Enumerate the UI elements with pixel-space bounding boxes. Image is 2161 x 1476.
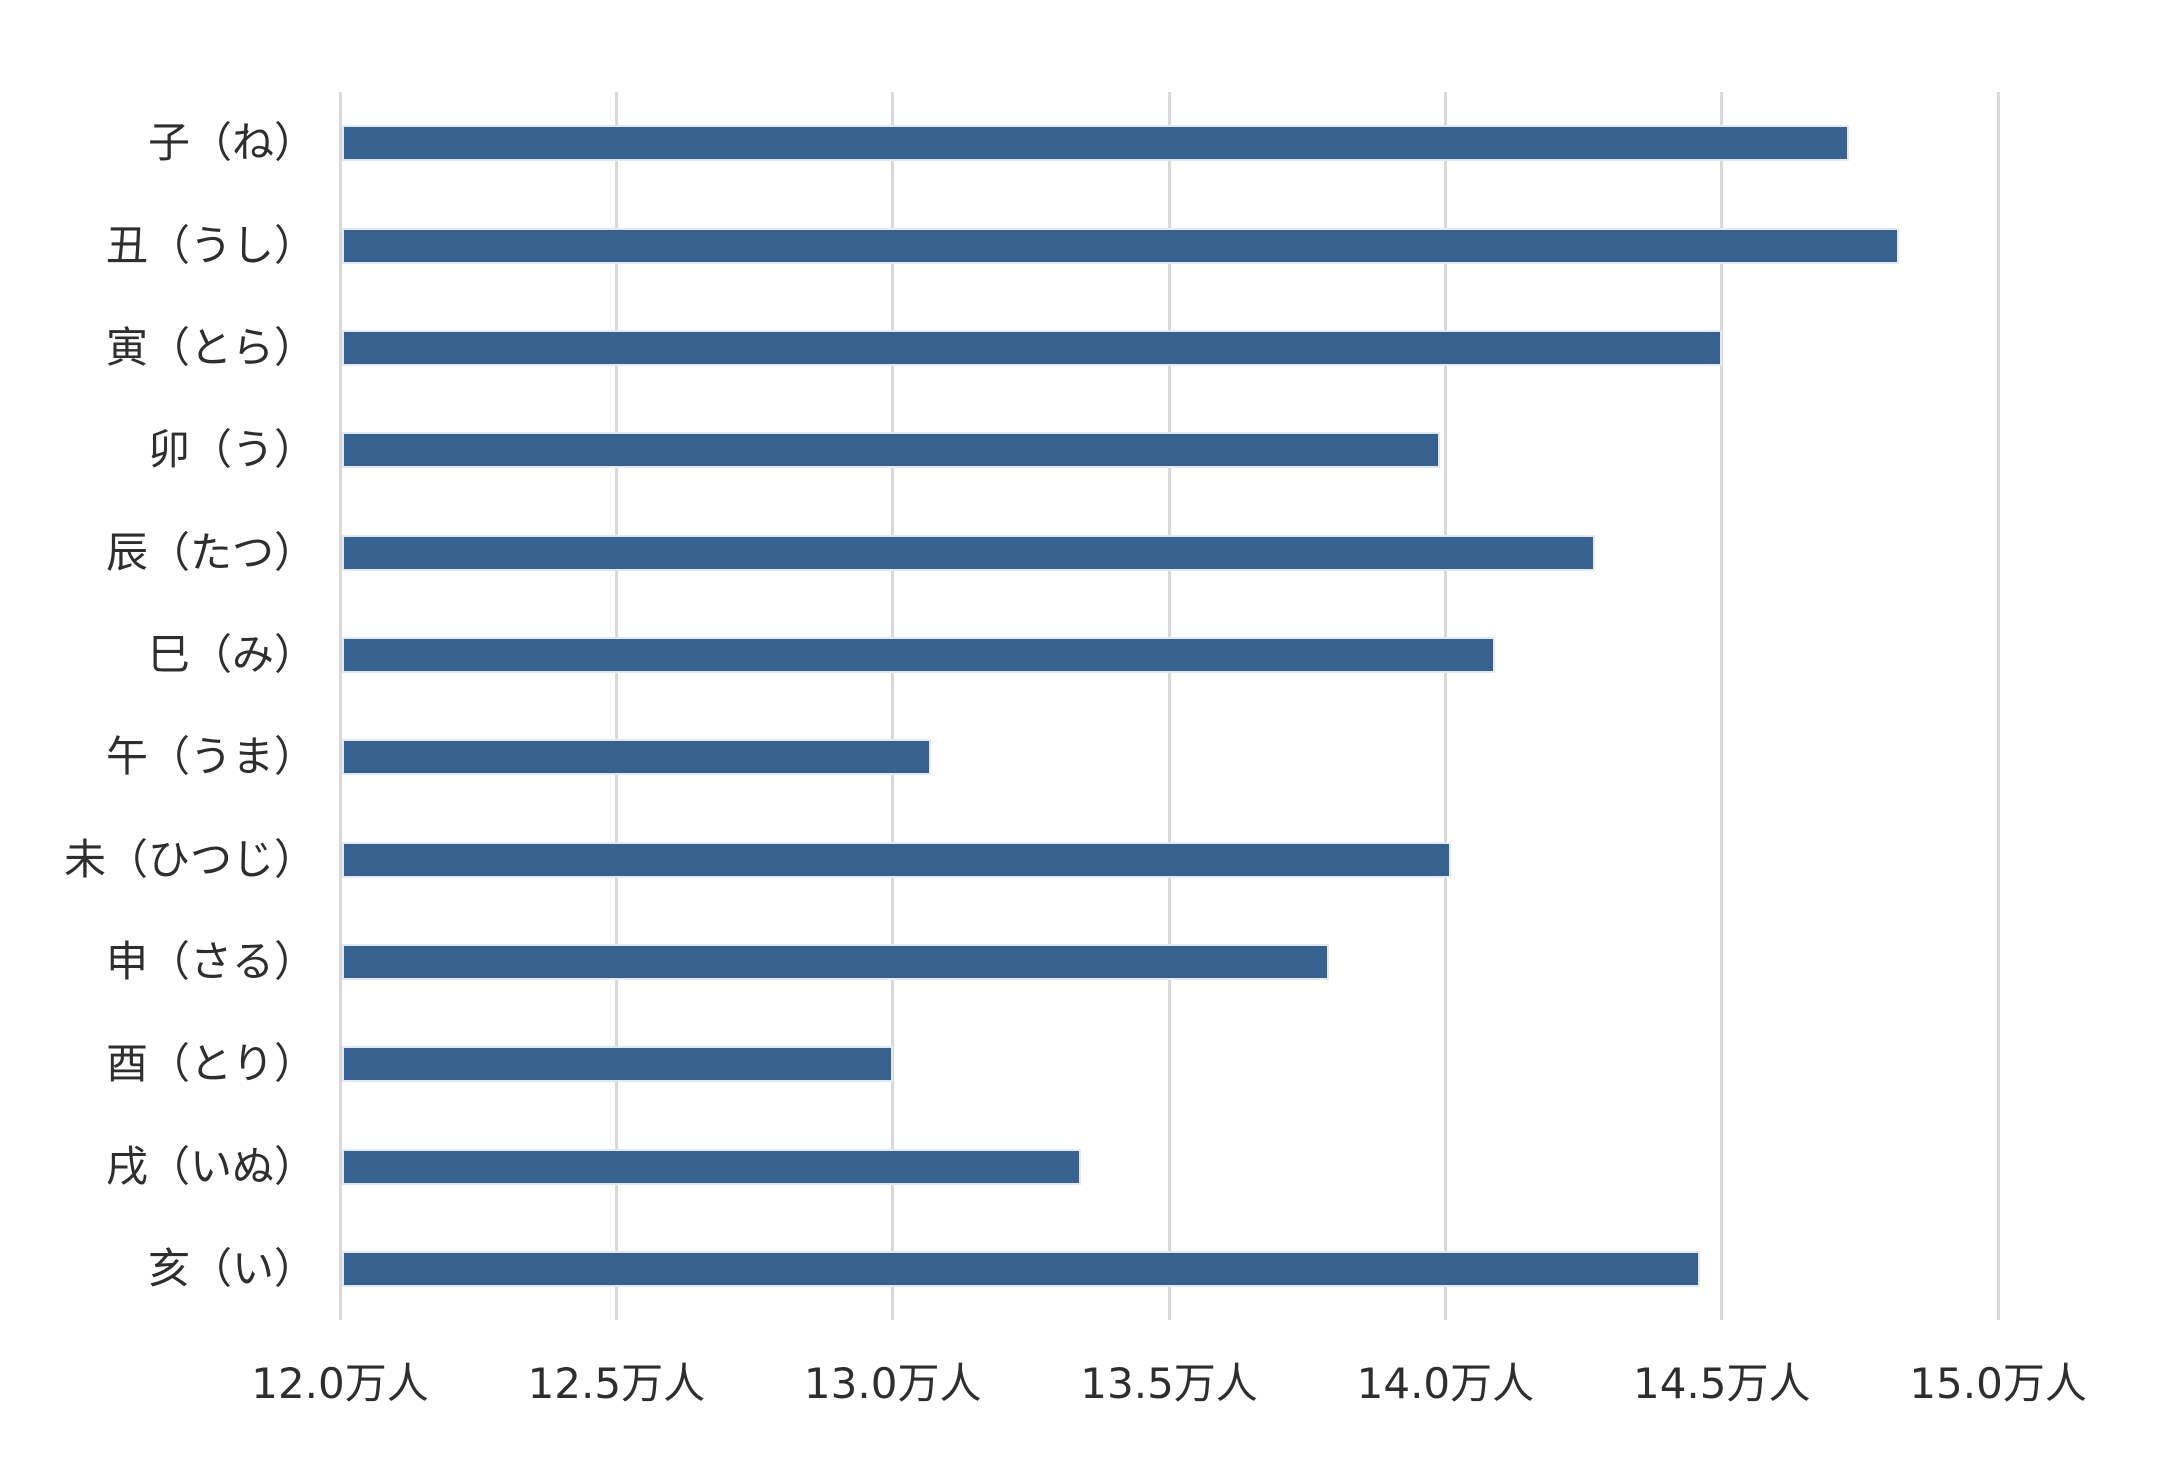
x-tick-label: 14.0万人 <box>1356 1359 1535 1408</box>
bar <box>341 227 1899 264</box>
bar <box>341 1046 893 1083</box>
gridline <box>614 92 618 1320</box>
y-tick-label: 巳（み） <box>147 629 316 679</box>
gridline <box>1443 92 1447 1320</box>
y-tick-label: 戌（いぬ） <box>105 1141 316 1191</box>
gridline <box>891 92 895 1320</box>
bar <box>341 943 1330 980</box>
bar <box>341 841 1451 878</box>
bar <box>341 329 1722 366</box>
bar <box>341 432 1440 469</box>
gridline <box>1996 92 2000 1320</box>
bar <box>341 534 1595 571</box>
y-tick-label: 酉（とり） <box>105 1039 316 1089</box>
x-tick-label: 12.0万人 <box>251 1359 429 1408</box>
x-tick-label: 13.0万人 <box>803 1359 982 1408</box>
gridline <box>1167 92 1171 1320</box>
x-tick-label: 12.5万人 <box>527 1359 706 1408</box>
x-tick-label: 13.5万人 <box>1080 1359 1258 1408</box>
y-tick-label: 子（ね） <box>147 118 316 168</box>
y-tick-label: 卯（う） <box>147 425 316 475</box>
bar <box>341 125 1849 162</box>
y-tick-label: 辰（たつ） <box>105 527 316 577</box>
y-tick-label: 丑（うし） <box>105 220 316 270</box>
y-tick-label: 亥（い） <box>147 1243 316 1293</box>
x-tick-label: 15.0万人 <box>1909 1359 2087 1408</box>
bar <box>341 1250 1700 1287</box>
gridline <box>1720 92 1724 1320</box>
x-tick-label: 14.5万人 <box>1632 1359 1811 1408</box>
y-tick-label: 午（うま） <box>105 732 316 782</box>
y-tick-label: 未（ひつじ） <box>63 834 316 884</box>
y-axis-line <box>338 92 342 1320</box>
y-tick-label: 申（さる） <box>105 936 316 986</box>
bar <box>341 1148 1081 1185</box>
bar <box>341 636 1496 673</box>
y-tick-label: 寅（とら） <box>105 322 316 372</box>
bar <box>341 739 932 776</box>
